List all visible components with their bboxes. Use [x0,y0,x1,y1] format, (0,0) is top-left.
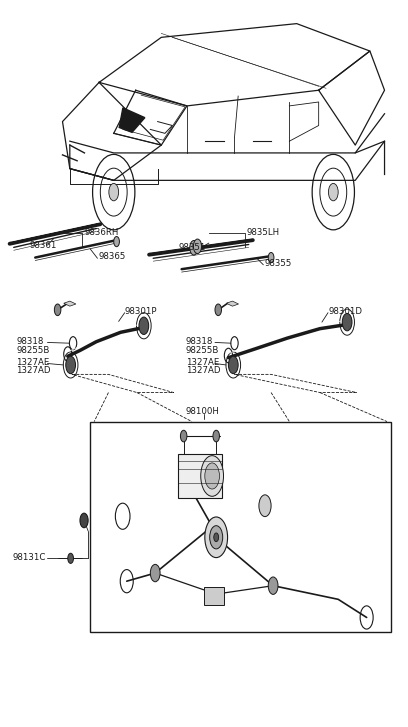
Polygon shape [226,301,239,306]
Circle shape [190,241,198,255]
Text: 98351: 98351 [179,243,206,252]
Circle shape [150,564,160,582]
Text: 98355: 98355 [264,259,292,268]
Text: 98365: 98365 [98,252,126,261]
Circle shape [109,183,119,201]
Circle shape [342,313,352,331]
Circle shape [268,252,274,262]
Circle shape [201,456,224,497]
Text: 1327AD: 1327AD [16,366,51,375]
Circle shape [268,577,278,595]
Text: 98301D: 98301D [328,307,362,316]
Text: 1327AE: 1327AE [186,358,219,366]
Circle shape [215,304,222,316]
Text: 98131C: 98131C [13,553,46,562]
Circle shape [205,463,220,489]
Text: 98100H: 98100H [186,407,220,416]
Circle shape [214,533,219,542]
Circle shape [205,517,228,558]
Circle shape [68,553,73,563]
Circle shape [114,236,120,246]
Bar [90,422,391,632]
Bar [204,587,224,605]
Circle shape [139,317,149,334]
Text: 9836RH: 9836RH [84,228,118,238]
Text: 98301P: 98301P [125,307,157,316]
Text: 98255B: 98255B [16,346,49,355]
Text: 98361: 98361 [29,241,57,250]
Text: 9835LH: 9835LH [247,228,280,238]
Circle shape [54,304,61,316]
Circle shape [80,513,88,528]
Circle shape [228,356,238,374]
Circle shape [328,183,338,201]
Polygon shape [64,301,76,306]
Polygon shape [119,108,145,132]
Text: 98318: 98318 [186,337,213,346]
Text: 1327AD: 1327AD [186,366,220,375]
Text: 1327AE: 1327AE [16,358,49,366]
Circle shape [213,430,220,442]
Text: 98255B: 98255B [186,346,219,355]
Circle shape [66,356,75,374]
Circle shape [259,495,271,517]
Circle shape [193,239,202,254]
Circle shape [180,430,187,442]
Circle shape [210,526,223,549]
Text: 98318: 98318 [16,337,44,346]
Bar [177,454,222,498]
